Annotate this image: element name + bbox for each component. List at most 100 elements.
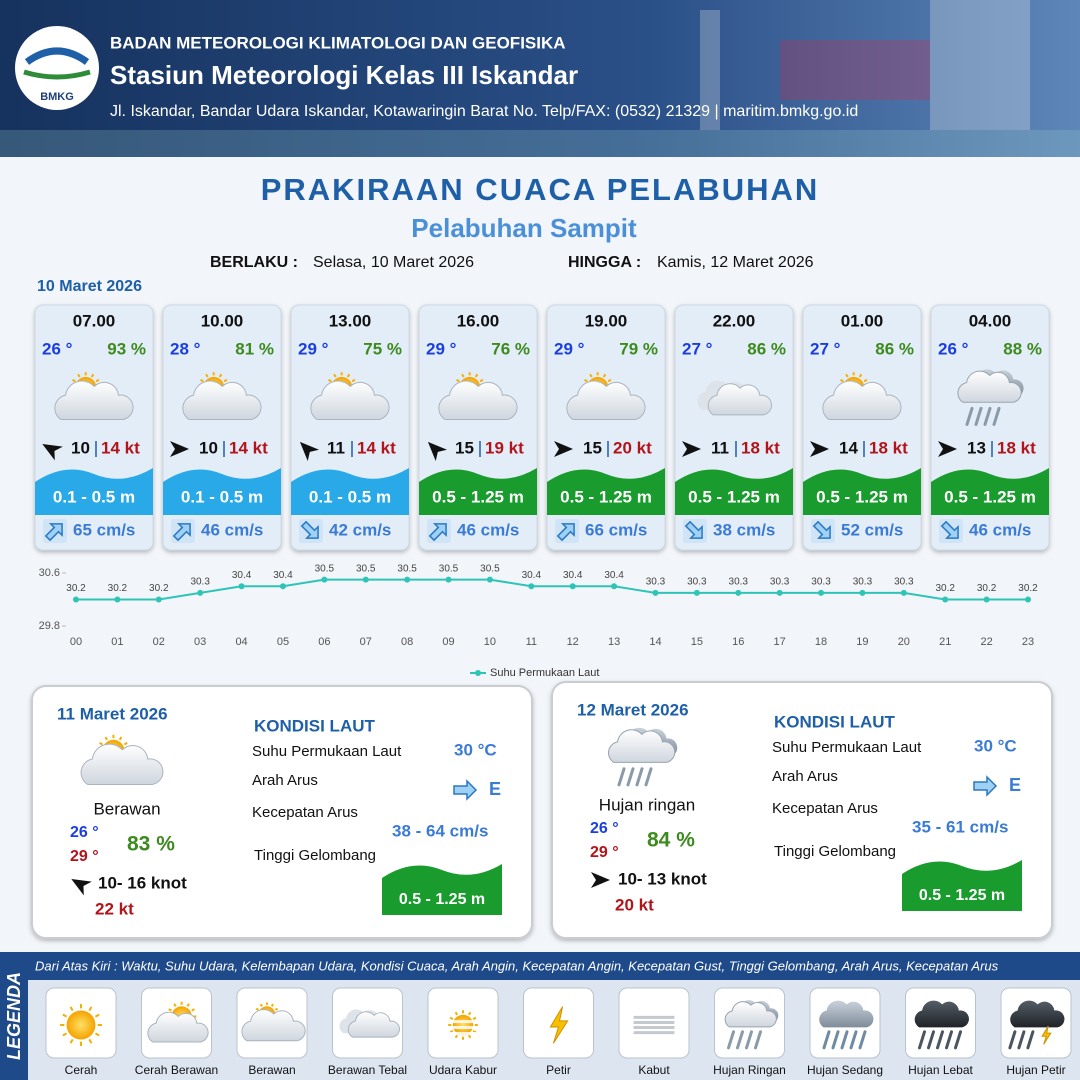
rain-drop [918, 1030, 926, 1050]
sst-point [693, 589, 700, 596]
temp-min: 26 ° [70, 824, 99, 841]
rain-drop [1017, 1030, 1026, 1050]
legend-dot [475, 670, 481, 676]
weather-icon-hujan-ringan [608, 727, 678, 787]
wave-height: 0.5 - 1.25 m [560, 487, 652, 506]
sun-ray [589, 373, 593, 378]
rain-drop [840, 1030, 849, 1050]
wind-direction [810, 441, 829, 457]
x-tick-label: 15 [691, 636, 703, 648]
wave-height: 0.5 - 1.25 m [944, 487, 1036, 506]
x-tick-label: 18 [815, 636, 827, 648]
air-temperature: 28 ° [170, 339, 201, 358]
sun-ray [218, 373, 223, 378]
valid-from: Selasa, 10 Maret 2026 [313, 254, 474, 271]
wind-speed: 11 [327, 438, 345, 457]
valid-to-label: HINGGA : [568, 254, 641, 271]
rain-drop [635, 767, 644, 787]
gust-speed: 18 kt [869, 438, 908, 457]
gust-speed: 22 kt [95, 899, 134, 918]
wind-direction [554, 441, 573, 457]
condition: Berawan [93, 799, 160, 818]
cloud [80, 743, 164, 785]
cloud [241, 1009, 306, 1042]
wave-height: 0.5 - 1.25 m [688, 487, 780, 506]
rain-drop [936, 1030, 944, 1050]
sst-point [73, 596, 79, 603]
legend-bar [28, 952, 1080, 980]
time: 10.00 [201, 311, 244, 330]
sun-ray [858, 373, 863, 378]
x-tick-label: 07 [360, 636, 372, 648]
wind-direction [427, 441, 448, 462]
sst-point [859, 589, 866, 596]
sun-ray [90, 373, 95, 378]
sst-point [569, 583, 576, 590]
cloud [347, 1011, 400, 1038]
wind-speed: 13 [967, 438, 986, 457]
sst-value-label: 30.3 [646, 577, 666, 588]
sun-ray [205, 373, 209, 378]
humidity: 86 % [875, 339, 914, 358]
condition: Hujan ringan [599, 795, 695, 814]
sun-ray [200, 378, 204, 383]
wind-direction [170, 441, 189, 457]
valid-to: Kamis, 12 Maret 2026 [657, 254, 814, 271]
current-direction [44, 523, 63, 542]
weather-icon-berawan [822, 372, 902, 421]
x-tick-label: 08 [401, 636, 413, 648]
x-tick-label: 21 [939, 636, 951, 648]
sun-ray [191, 1008, 195, 1012]
sun-ray [840, 378, 844, 383]
cloud [566, 380, 646, 421]
weather-icon-hujan-lebat [914, 1000, 969, 1050]
sst-point [197, 589, 204, 596]
rain-drop [849, 1030, 858, 1050]
lightning [549, 1006, 569, 1044]
rain-drop [954, 1030, 962, 1050]
gust-speed: 19 kt [485, 438, 524, 457]
sst-point [445, 576, 452, 583]
cloud [608, 729, 676, 763]
cloud [54, 380, 134, 421]
cloud [822, 380, 902, 421]
cloud [310, 380, 390, 421]
wave [902, 860, 1022, 911]
sun-ray [259, 1003, 263, 1007]
sun-ray [467, 1011, 472, 1016]
sst-value-label: 30.3 [770, 577, 790, 588]
x-tick-label: 01 [111, 636, 123, 648]
sun [66, 1010, 96, 1040]
sun-ray [69, 1006, 74, 1012]
temp-min: 26 ° [590, 820, 619, 837]
sst-point [983, 596, 990, 603]
sst-label: Suhu Permukaan Laut [252, 743, 402, 760]
weather-icon-berawan [438, 372, 518, 421]
time: 19.00 [585, 311, 628, 330]
date: 11 Maret 2026 [57, 704, 168, 723]
legend-title: LEGENDA [4, 972, 24, 1060]
rain-drop [727, 1030, 735, 1050]
lightning [1041, 1025, 1052, 1045]
legend-item: Hujan Ringan [713, 1063, 786, 1077]
humidity: 83 % [127, 833, 175, 856]
time: 04.00 [969, 311, 1012, 330]
sun-ray [602, 373, 607, 378]
wind-direction [71, 879, 92, 896]
valid-from-label: BERLAKU : [210, 254, 298, 271]
rain-drop [983, 406, 992, 426]
legend-item: Hujan Lebat [908, 1063, 973, 1077]
sun-ray [274, 1007, 279, 1011]
sun-ray [456, 378, 460, 383]
rain-drop [754, 1030, 762, 1050]
sun-ray [863, 378, 868, 383]
humidity: 86 % [747, 339, 786, 358]
sst-label: Suhu Permukaan Laut [772, 739, 922, 756]
sun-ray [62, 1013, 68, 1018]
legend-item: Udara Kabur [429, 1063, 497, 1077]
sst-value-label: 30.5 [397, 563, 417, 574]
weather-icon-hujan-ringan [724, 1000, 779, 1050]
wave [291, 468, 409, 515]
sun-ray [72, 378, 76, 383]
